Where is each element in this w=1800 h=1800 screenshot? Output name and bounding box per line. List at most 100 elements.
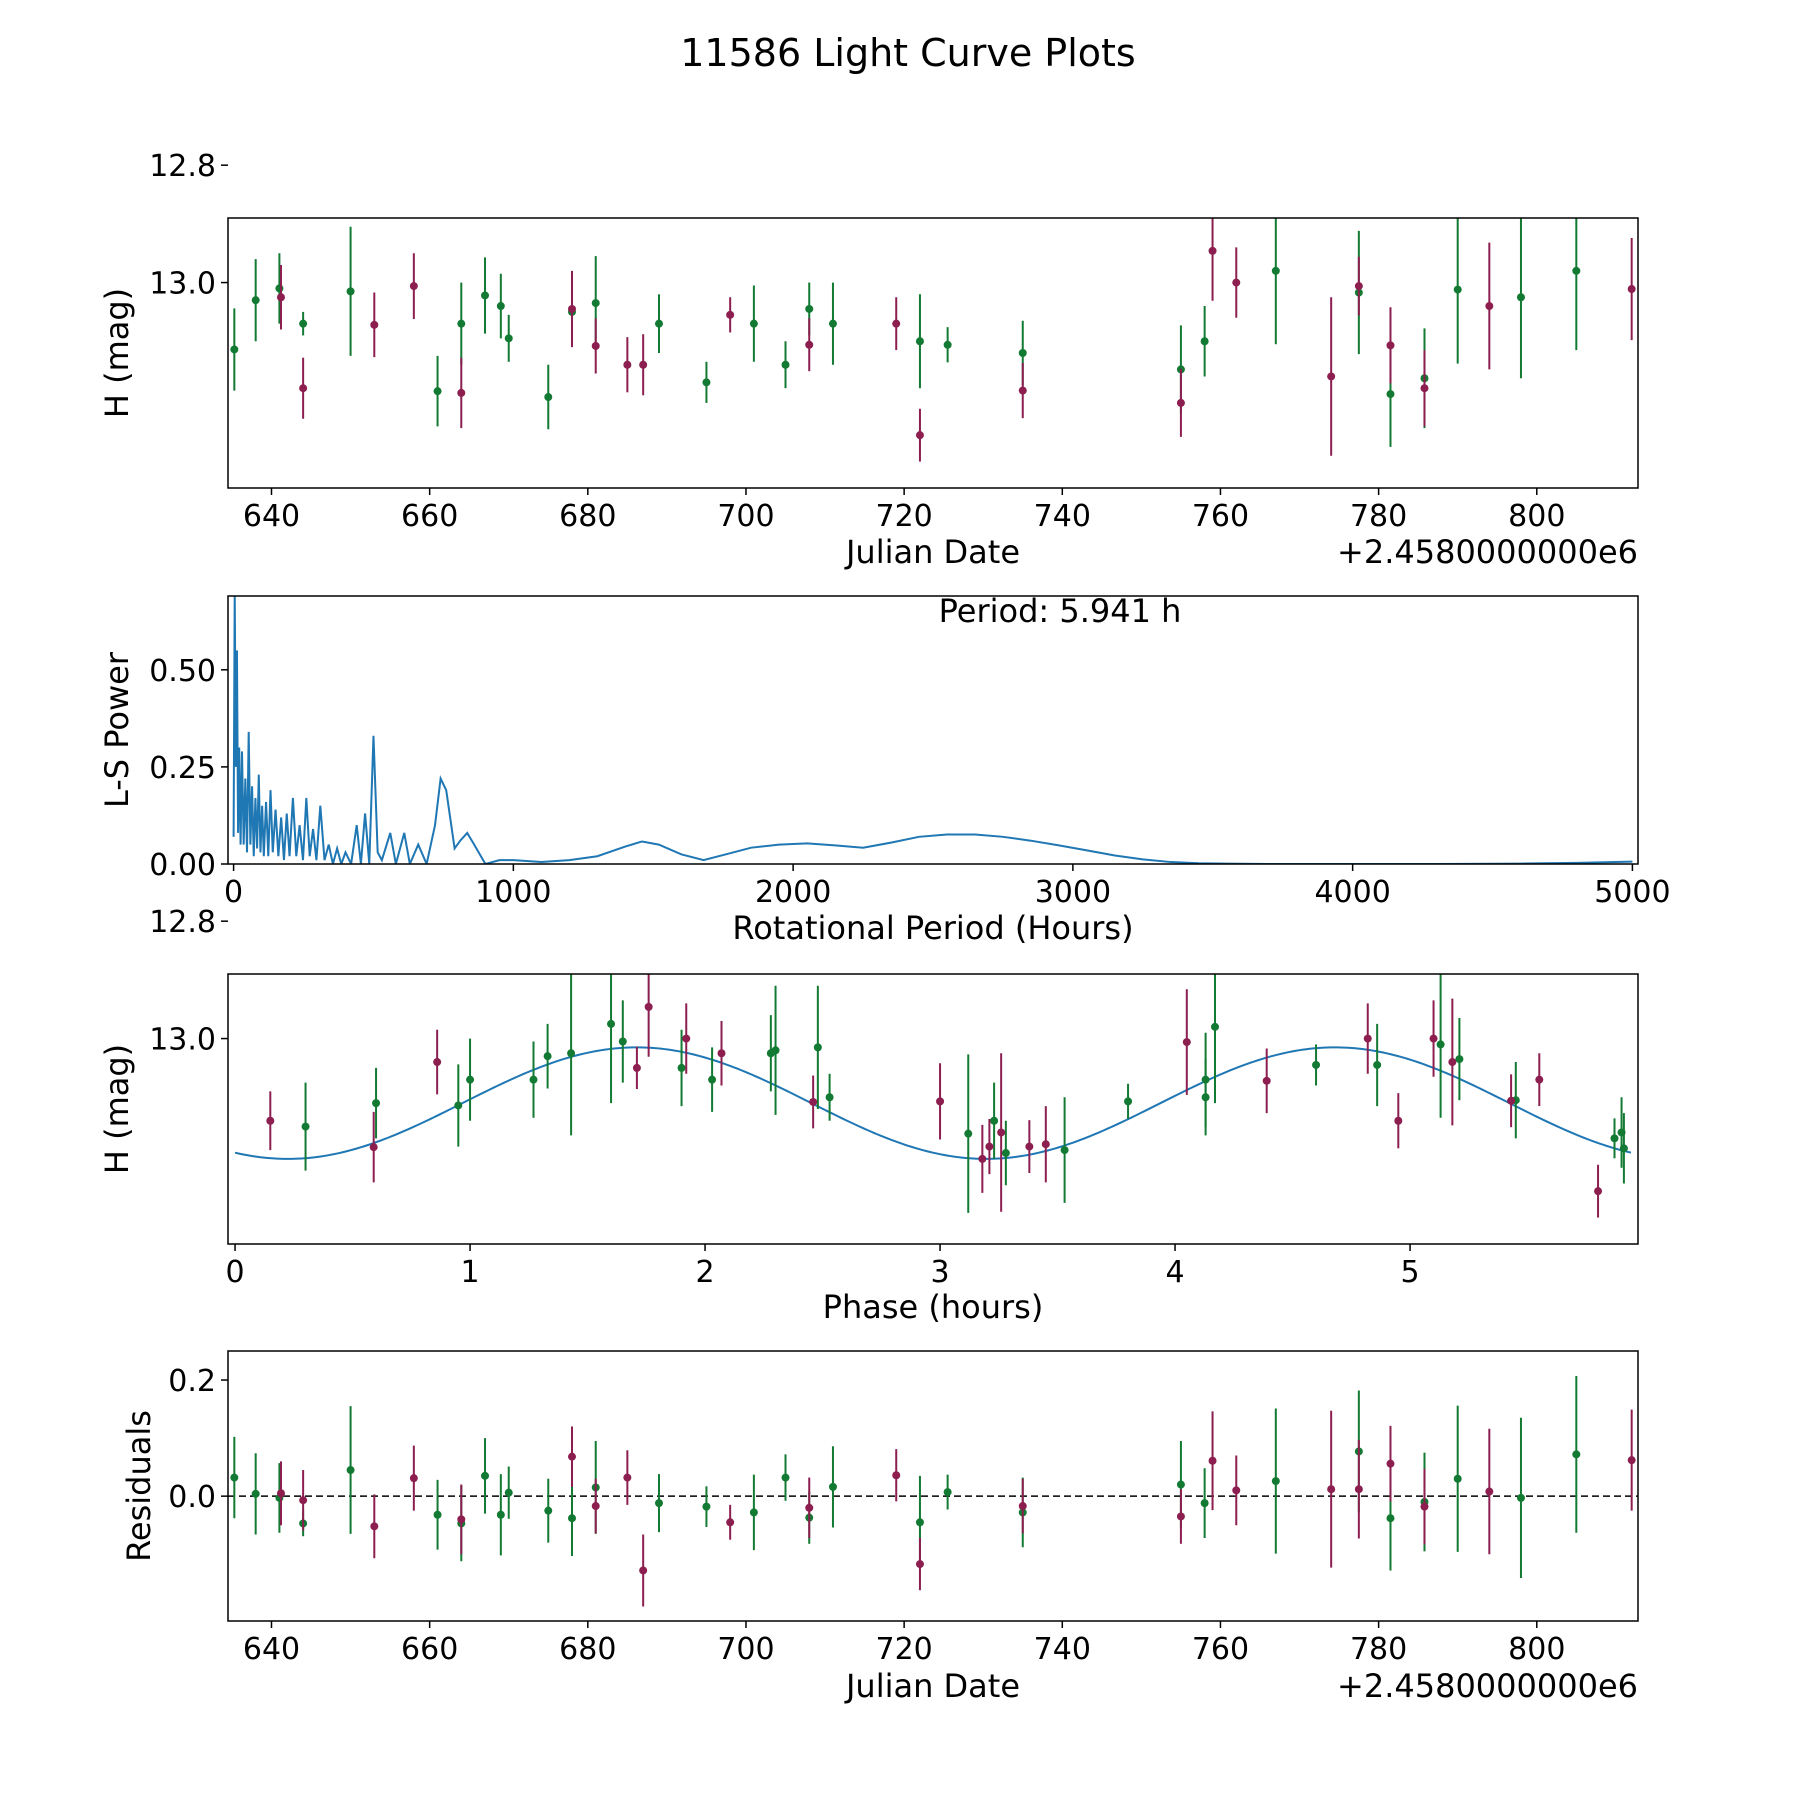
green-data-point [591,299,600,308]
magenta-data-point [370,1522,379,1531]
magenta-data-point [623,360,632,369]
phased-xtick-label: 1 [461,1255,480,1290]
periodogram-ytick-label: 0.25 [149,751,216,786]
green-data-point [1200,337,1209,346]
residuals-xtick-label: 740 [1034,1632,1091,1667]
fit-curve [234,1046,1632,1160]
magenta-data-point [1627,285,1636,294]
periodogram-xtick-label: 0 [224,875,243,910]
green-data-point [567,1514,576,1523]
green-data-point [964,1129,973,1138]
magenta-data-point [1208,1456,1217,1465]
residuals-marks [228,1375,1638,1607]
green-data-point [654,1499,663,1508]
magenta-data-point [1594,1187,1603,1196]
magenta-data-point [1507,1096,1516,1105]
magenta-data-point [1327,1485,1336,1494]
green-data-point [1201,1093,1210,1102]
magenta-data-point [276,293,285,302]
phased-ticks: 0 1 2 3 4 5 13.0 12.8 [149,905,1419,1290]
green-data-point [1610,1134,1619,1143]
lightcurve-xtick-label: 680 [559,499,616,534]
phased-marks [234,974,1632,1218]
phased-plot-area [234,974,1632,1218]
residuals-xtick-label: 760 [1192,1632,1249,1667]
green-data-point [543,1052,552,1061]
lightcurve-marks [230,218,1636,462]
lightcurve-xtick-label: 720 [876,499,933,534]
magenta-data-point [1535,1075,1544,1084]
lightcurve-xtick-label: 780 [1350,499,1407,534]
green-data-point [1572,266,1581,275]
residuals-ticks: 640 660 680 700 720 740 760 780 800 0.2 0.0 [168,1364,1565,1667]
green-data-point [1176,1480,1185,1489]
lightcurve-plot-area [230,218,1636,462]
green-data-point [749,319,758,328]
green-data-point [433,1510,442,1519]
green-data-point [1312,1060,1321,1069]
green-data-point [990,1116,999,1125]
magenta-data-point [591,1502,600,1511]
magenta-data-point [978,1154,987,1163]
green-data-point [915,337,924,346]
green-data-point [654,319,663,328]
periodogram-ytick-label: 0.50 [149,654,216,689]
magenta-data-point [567,304,576,313]
green-data-point [771,1046,780,1055]
phased-xtick-label: 5 [1401,1255,1420,1290]
green-data-point [1271,266,1280,275]
periodogram-ytick-label: 0.00 [149,848,216,883]
phased-xtick-label: 3 [931,1255,950,1290]
magenta-data-point [1485,302,1494,311]
green-data-point [1619,1144,1628,1153]
lightcurve-xlabel: Julian Date [844,533,1020,571]
magenta-data-point [915,1560,924,1569]
residuals-frame [227,1350,1639,1622]
lightcurve-frame [227,217,1639,489]
green-data-point [618,1037,627,1046]
green-data-point [1386,1514,1395,1523]
periodogram-xtick-label: 5000 [1594,875,1670,910]
green-data-point [1271,1477,1280,1486]
phased-xlabel: Phase (hours) [823,1288,1044,1326]
green-data-point [915,1518,924,1527]
magenta-data-point [299,1496,308,1505]
magenta-data-point [1429,1034,1438,1043]
residuals-xlabel: Julian Date [844,1667,1020,1705]
periodogram-plot-area [232,596,1633,864]
green-data-point [544,1506,553,1515]
magenta-data-point [632,1063,641,1072]
green-data-point [496,1510,505,1519]
magenta-data-point [1018,1502,1027,1511]
periodogram-xtick-label: 4000 [1314,875,1390,910]
green-data-point [504,334,513,343]
magenta-data-point [1025,1142,1034,1151]
magenta-data-point [997,1128,1006,1137]
periodogram-xtick-label: 3000 [1035,875,1111,910]
magenta-data-point [892,1471,901,1480]
green-data-point [299,319,308,328]
green-data-point [825,1093,834,1102]
green-data-point [529,1075,538,1084]
panel-phased: 0 1 2 3 4 5 13.0 12.8 Phase (hours) H (mag) [98,905,1639,1326]
magenta-data-point [1262,1076,1271,1085]
residuals-offset-text: +2.4580000000e6 [1337,1667,1638,1705]
periodogram-marks [232,596,1633,864]
green-data-point [1124,1097,1133,1106]
green-data-point [749,1508,758,1517]
residuals-plot-area [228,1375,1638,1607]
green-data-point [496,302,505,311]
magenta-data-point [985,1142,994,1151]
green-data-point [702,378,711,387]
green-data-point [943,340,952,349]
magenta-data-point [1363,1034,1372,1043]
magenta-data-point [1448,1058,1457,1067]
magenta-data-point [1232,278,1241,287]
green-data-point [813,1043,822,1052]
magenta-data-point [805,1503,814,1512]
green-data-point [454,1101,463,1110]
green-data-point [251,1489,260,1498]
green-data-point [1001,1149,1010,1158]
green-data-point [481,291,490,300]
